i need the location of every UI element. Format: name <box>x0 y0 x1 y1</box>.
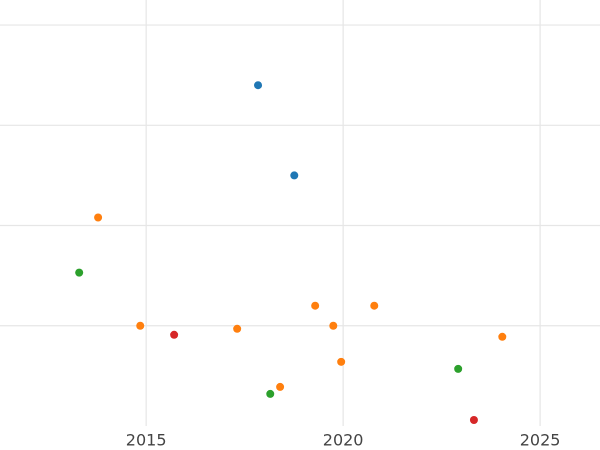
point <box>136 321 145 330</box>
point <box>329 321 338 330</box>
point <box>75 268 84 277</box>
point <box>170 330 179 339</box>
point <box>454 364 463 373</box>
x-tick-label: 2015 <box>126 431 167 450</box>
point <box>370 301 379 310</box>
point <box>311 301 320 310</box>
point <box>276 382 285 391</box>
point <box>337 357 346 366</box>
point <box>290 171 299 180</box>
point <box>469 415 478 424</box>
point <box>266 389 275 398</box>
x-tick-label: 2025 <box>520 431 561 450</box>
point <box>94 213 103 222</box>
point <box>233 324 242 333</box>
point <box>254 81 263 90</box>
point <box>498 332 507 341</box>
x-tick-label: 2020 <box>323 431 364 450</box>
